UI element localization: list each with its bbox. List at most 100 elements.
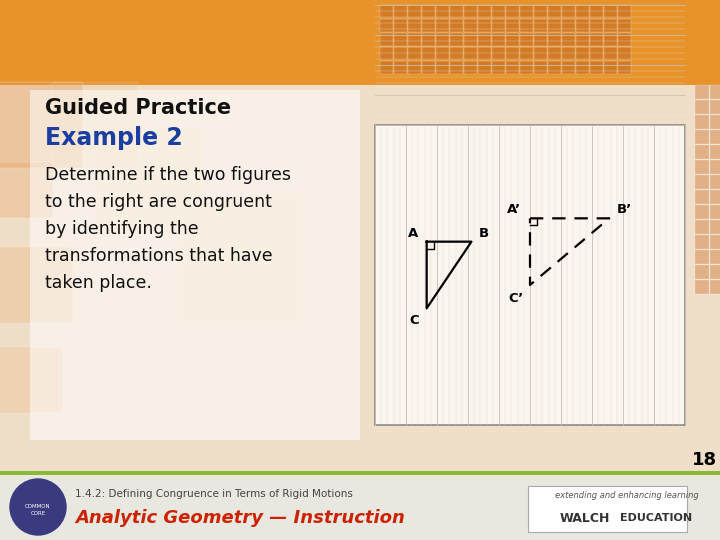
- Bar: [710, 100, 720, 114]
- Bar: [576, 33, 589, 46]
- Bar: [695, 190, 709, 204]
- Bar: [478, 19, 491, 32]
- Bar: [0, 471, 720, 475]
- Bar: [695, 130, 709, 144]
- FancyBboxPatch shape: [97, 127, 203, 233]
- Bar: [562, 5, 575, 18]
- Bar: [492, 61, 505, 74]
- Bar: [548, 5, 561, 18]
- Bar: [394, 19, 407, 32]
- Text: A’: A’: [507, 203, 521, 216]
- FancyBboxPatch shape: [30, 90, 360, 440]
- FancyBboxPatch shape: [0, 82, 83, 168]
- Bar: [548, 47, 561, 60]
- Bar: [422, 33, 435, 46]
- Bar: [710, 235, 720, 249]
- Bar: [548, 19, 561, 32]
- Bar: [562, 47, 575, 60]
- Bar: [695, 235, 709, 249]
- Bar: [394, 33, 407, 46]
- Bar: [464, 61, 477, 74]
- Bar: [576, 19, 589, 32]
- Bar: [618, 61, 631, 74]
- Bar: [695, 85, 709, 99]
- Bar: [604, 33, 617, 46]
- Text: Analytic Geometry — Instruction: Analytic Geometry — Instruction: [75, 509, 405, 527]
- Bar: [408, 19, 421, 32]
- Bar: [695, 115, 709, 129]
- Bar: [450, 33, 463, 46]
- Bar: [710, 190, 720, 204]
- Text: B’: B’: [616, 203, 632, 216]
- Bar: [422, 47, 435, 60]
- Bar: [534, 19, 547, 32]
- Bar: [534, 47, 547, 60]
- Text: Example 2: Example 2: [45, 126, 183, 150]
- Bar: [604, 19, 617, 32]
- Bar: [478, 5, 491, 18]
- Bar: [590, 19, 603, 32]
- Bar: [408, 33, 421, 46]
- FancyBboxPatch shape: [0, 347, 63, 413]
- Bar: [520, 47, 533, 60]
- Bar: [590, 61, 603, 74]
- Bar: [710, 220, 720, 234]
- Bar: [710, 115, 720, 129]
- Bar: [394, 5, 407, 18]
- Bar: [380, 47, 393, 60]
- Bar: [492, 47, 505, 60]
- FancyBboxPatch shape: [177, 197, 303, 323]
- Bar: [534, 61, 547, 74]
- Bar: [710, 265, 720, 279]
- Bar: [492, 19, 505, 32]
- Bar: [506, 19, 519, 32]
- FancyBboxPatch shape: [528, 486, 687, 532]
- Bar: [695, 160, 709, 174]
- Bar: [394, 47, 407, 60]
- Bar: [436, 61, 449, 74]
- Bar: [478, 61, 491, 74]
- Bar: [618, 5, 631, 18]
- Bar: [380, 61, 393, 74]
- Bar: [695, 250, 709, 264]
- Bar: [562, 19, 575, 32]
- Bar: [492, 33, 505, 46]
- Text: to the right are congruent: to the right are congruent: [45, 193, 272, 211]
- Bar: [534, 5, 547, 18]
- FancyBboxPatch shape: [52, 82, 138, 168]
- Bar: [710, 280, 720, 294]
- Bar: [380, 19, 393, 32]
- Text: B: B: [478, 227, 488, 240]
- Bar: [710, 250, 720, 264]
- Bar: [380, 5, 393, 18]
- Bar: [422, 61, 435, 74]
- Bar: [534, 33, 547, 46]
- Bar: [436, 5, 449, 18]
- Bar: [375, 125, 685, 425]
- Bar: [618, 19, 631, 32]
- Bar: [590, 47, 603, 60]
- Text: taken place.: taken place.: [45, 274, 152, 292]
- Bar: [710, 175, 720, 189]
- Bar: [604, 47, 617, 60]
- Bar: [695, 220, 709, 234]
- Bar: [710, 205, 720, 219]
- Text: Determine if the two figures: Determine if the two figures: [45, 166, 291, 184]
- Bar: [710, 130, 720, 144]
- Bar: [506, 47, 519, 60]
- Bar: [450, 5, 463, 18]
- Text: C: C: [410, 314, 420, 327]
- Bar: [408, 5, 421, 18]
- FancyBboxPatch shape: [0, 162, 53, 218]
- Bar: [576, 61, 589, 74]
- Bar: [695, 280, 709, 294]
- Bar: [710, 85, 720, 99]
- Bar: [520, 61, 533, 74]
- Bar: [695, 265, 709, 279]
- Bar: [478, 47, 491, 60]
- Text: COMMON
CORE: COMMON CORE: [25, 504, 51, 516]
- Bar: [464, 33, 477, 46]
- Bar: [408, 61, 421, 74]
- Bar: [710, 160, 720, 174]
- Bar: [450, 61, 463, 74]
